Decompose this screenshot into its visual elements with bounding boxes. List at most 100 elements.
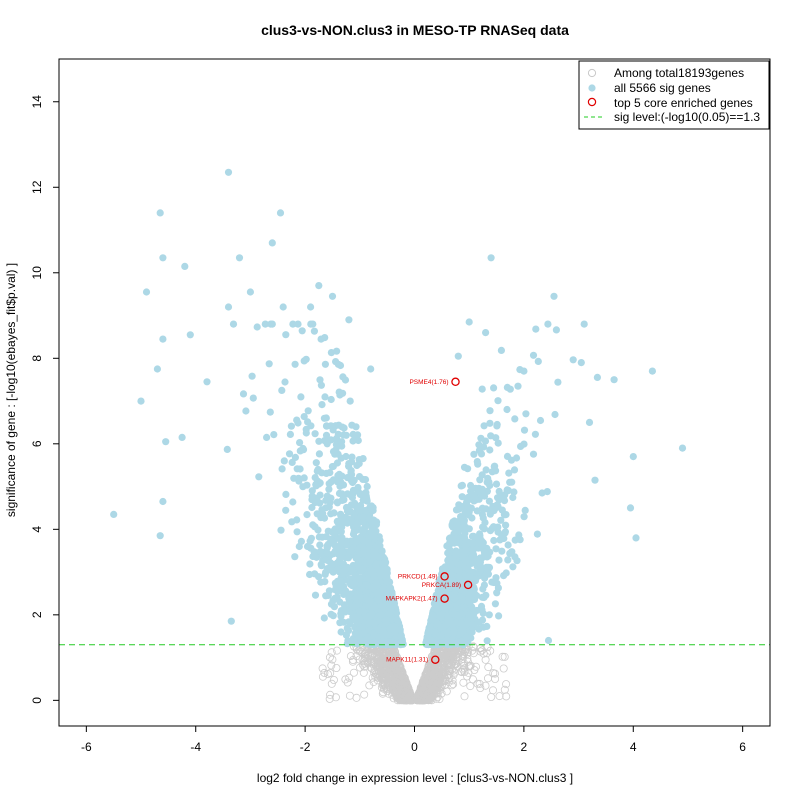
- background-gene-point: [502, 680, 511, 689]
- background-gene-point: [390, 657, 399, 666]
- significant-gene-point: [326, 535, 335, 543]
- significant-gene-point: [552, 326, 561, 334]
- significant-gene-point: [490, 578, 498, 587]
- significant-gene-point: [186, 331, 194, 339]
- significant-gene-point: [343, 519, 351, 527]
- significant-gene-point: [580, 320, 588, 328]
- significant-gene-point: [337, 628, 345, 636]
- legend-label-total: Among total18193genes: [614, 66, 744, 80]
- significant-gene-point: [550, 292, 558, 300]
- background-gene-point: [500, 652, 509, 661]
- background-gene-point: [435, 678, 444, 687]
- background-gene-point: [343, 678, 352, 687]
- significant-gene-point: [359, 475, 367, 483]
- significant-gene-point: [520, 367, 528, 375]
- significant-gene-point: [354, 561, 362, 570]
- significant-gene-point: [373, 582, 382, 590]
- significant-gene-point: [503, 452, 512, 460]
- significant-gene-point: [454, 639, 462, 647]
- significant-gene-point: [239, 390, 248, 398]
- background-gene-point: [486, 646, 495, 655]
- significant-gene-point: [591, 476, 599, 484]
- x-axis-label: log2 fold change in expression level : […: [257, 771, 573, 785]
- significant-gene-point: [308, 487, 316, 495]
- significant-gene-point: [289, 498, 297, 506]
- significant-gene-point: [159, 497, 167, 506]
- background-gene-point: [489, 669, 498, 678]
- significant-gene-point: [325, 503, 333, 511]
- top-gene-label: PSME4(1.76): [409, 379, 448, 386]
- significant-gene-point: [293, 516, 301, 524]
- significant-gene-point: [532, 325, 540, 333]
- significant-gene-point: [376, 569, 385, 577]
- significant-gene-point: [268, 320, 276, 328]
- background-gene-point: [325, 694, 334, 703]
- significant-gene-point: [317, 381, 325, 389]
- significant-gene-point: [392, 627, 400, 635]
- significant-gene-point: [353, 520, 361, 528]
- legend: Among total18193genes all 5566 sig genes…: [578, 60, 770, 130]
- significant-gene-point: [456, 539, 464, 547]
- background-gene-point: [468, 675, 477, 684]
- chart-title: clus3-vs-NON.clus3 in MESO-TP RNASeq dat…: [261, 22, 569, 38]
- significant-gene-point: [506, 478, 514, 486]
- significant-gene-point: [365, 540, 373, 548]
- significant-gene-point: [294, 320, 302, 328]
- significant-gene-point: [327, 395, 335, 404]
- significant-gene-point: [464, 572, 472, 581]
- significant-gene-point: [453, 518, 461, 526]
- background-gene-point: [483, 674, 492, 683]
- y-tick-label: 14: [30, 95, 44, 109]
- background-gene-point: [459, 650, 468, 659]
- significant-gene-point: [293, 465, 301, 473]
- significant-gene-point: [446, 534, 454, 542]
- significant-gene-point: [329, 568, 337, 576]
- significant-gene-point: [486, 446, 494, 454]
- y-axis-label: significance of gene : [-log10(ebayes_fi…: [4, 263, 18, 517]
- significant-gene-point: [337, 454, 345, 462]
- significant-gene-point: [469, 620, 477, 629]
- background-gene-point: [379, 660, 388, 669]
- top-gene-point: [440, 572, 449, 581]
- significant-gene-point: [342, 431, 350, 439]
- background-gene-point: [469, 642, 478, 651]
- significant-gene-point: [227, 617, 235, 625]
- significant-gene-point: [512, 454, 521, 462]
- significant-gene-point: [279, 303, 287, 311]
- significant-gene-point: [475, 559, 483, 568]
- significant-gene-point: [487, 254, 495, 262]
- significant-gene-point: [363, 581, 371, 589]
- significant-gene-point: [477, 565, 485, 573]
- significant-gene-point: [341, 590, 349, 598]
- significant-gene-point: [360, 545, 368, 553]
- significant-gene-point: [491, 600, 499, 608]
- significant-gene-point: [363, 482, 371, 491]
- significant-gene-point: [224, 168, 233, 176]
- significant-gene-point: [503, 405, 511, 414]
- significant-gene-point: [484, 474, 492, 482]
- significant-gene-point: [361, 495, 369, 503]
- background-gene-point: [318, 664, 327, 673]
- significant-gene-point: [437, 632, 445, 640]
- significant-gene-points: [110, 168, 687, 649]
- x-axis: -6 -4 -2 0 2 4 6: [81, 726, 746, 754]
- significant-gene-point: [432, 601, 440, 609]
- significant-gene-point: [464, 465, 472, 473]
- significant-gene-point: [333, 559, 341, 567]
- significant-gene-point: [457, 619, 465, 628]
- significant-gene-point: [331, 541, 339, 549]
- significant-gene-point: [356, 575, 364, 583]
- background-gene-point: [360, 690, 369, 699]
- significant-gene-point: [337, 510, 345, 518]
- significant-gene-point: [332, 436, 340, 444]
- significant-gene-point: [311, 498, 319, 507]
- significant-gene-point: [626, 504, 635, 512]
- significant-gene-point: [435, 578, 443, 586]
- background-gene-point: [476, 684, 485, 693]
- significant-gene-point: [321, 570, 329, 579]
- significant-gene-point: [554, 378, 562, 386]
- significant-gene-point: [510, 466, 519, 474]
- background-gene-point: [449, 680, 458, 689]
- background-gene-point: [449, 671, 458, 680]
- significant-gene-point: [368, 518, 376, 527]
